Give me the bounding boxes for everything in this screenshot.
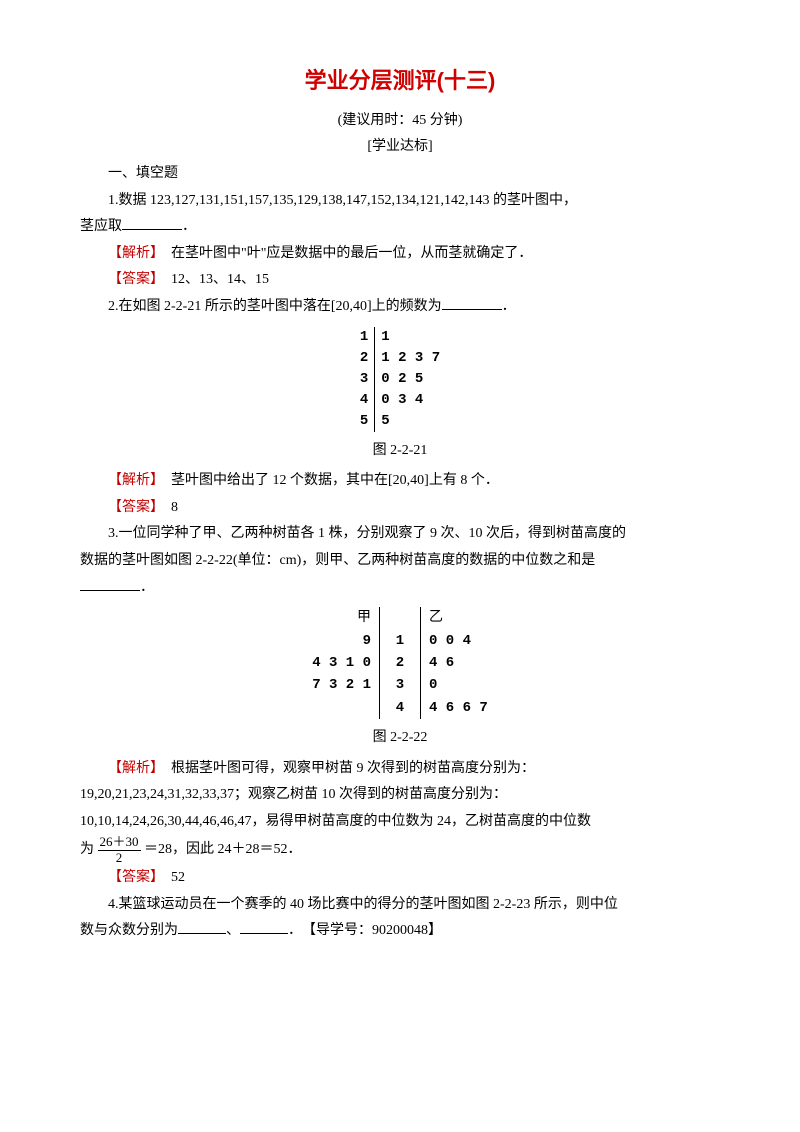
section-tag: [学业达标]	[80, 134, 720, 161]
q1-line2: 茎应取．	[80, 214, 720, 241]
q3-line1: 3.一位同学种了甲、乙两种树苗各 1 株，分别观察了 9 次、10 次后，得到树…	[80, 521, 720, 548]
section-heading: 一、填空题	[80, 161, 720, 188]
q3-analysis-4: 为 26＋302 ＝28，因此 24＋28＝52．	[80, 835, 720, 865]
time-note: (建议用时：45 分钟)	[80, 108, 720, 135]
analysis-label: 【解析】	[108, 761, 157, 776]
caption-2-2-21: 图 2-2-21	[80, 438, 720, 465]
page-title: 学业分层测评(十三)	[80, 60, 720, 102]
answer-label: 【答案】	[108, 870, 157, 885]
q3-analysis-3: 10,10,14,24,26,30,44,46,46,47，易得甲树苗高度的中位…	[80, 809, 720, 836]
stem-leaf-2-2-21: 1121 2 3 730 2 540 3 455	[354, 327, 446, 432]
blank	[178, 919, 226, 934]
q3-line2: 数据的茎叶图如图 2-2-22(单位：cm)，则甲、乙两种树苗高度的数据的中位数…	[80, 548, 720, 575]
caption-2-2-22: 图 2-2-22	[80, 725, 720, 752]
q2-answer: 【答案】 8	[80, 495, 720, 522]
analysis-label: 【解析】	[108, 246, 157, 261]
q4-line2: 数与众数分别为、． 【导学号：90200048】	[80, 918, 720, 945]
answer-label: 【答案】	[108, 500, 157, 515]
q3-answer: 【答案】 52	[80, 865, 720, 892]
q3-analysis-1: 【解析】 根据茎叶图可得，观察甲树苗 9 次得到的树苗高度分别为：	[80, 756, 720, 783]
blank	[122, 215, 182, 230]
blank	[442, 295, 502, 310]
q3-analysis-2: 19,20,21,23,24,31,32,33,37；观察乙树苗 10 次得到的…	[80, 782, 720, 809]
fraction: 26＋302	[98, 835, 141, 865]
q4-line1: 4.某篮球运动员在一个赛季的 40 场比赛中的得分的茎叶图如图 2-2-23 所…	[80, 892, 720, 919]
answer-label: 【答案】	[108, 272, 157, 287]
q1-line1: 1.数据 123,127,131,151,157,135,129,138,147…	[80, 188, 720, 215]
stem-leaf-2-2-22: 甲 乙 910 0 44 3 1 024 67 3 2 13044 6 6 7	[304, 607, 496, 719]
q1-analysis: 【解析】 在茎叶图中"叶"应是数据中的最后一位，从而茎就确定了．	[80, 241, 720, 268]
q2-line1: 2.在如图 2-2-21 所示的茎叶图中落在[20,40]上的频数为．	[80, 294, 720, 321]
q1-answer: 【答案】 12、13、14、15	[80, 267, 720, 294]
q2-analysis: 【解析】 茎叶图中给出了 12 个数据，其中在[20,40]上有 8 个．	[80, 468, 720, 495]
blank	[240, 919, 288, 934]
q3-line3: ．	[80, 575, 720, 602]
blank	[80, 576, 140, 591]
analysis-label: 【解析】	[108, 473, 157, 488]
